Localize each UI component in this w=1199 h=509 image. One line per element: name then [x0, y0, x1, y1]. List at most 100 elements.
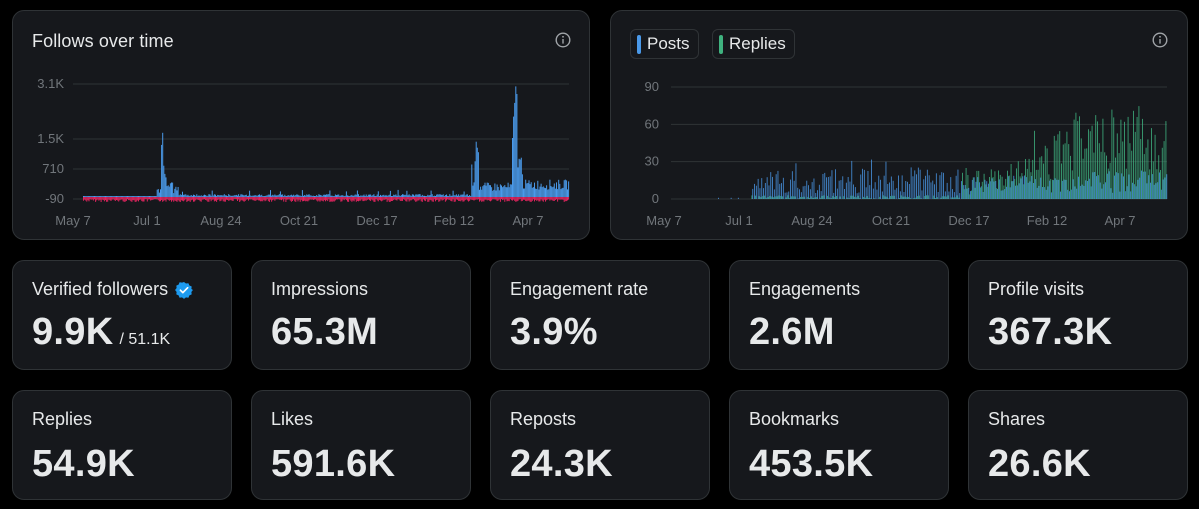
posts-bar — [961, 181, 962, 199]
replies-bar — [1034, 130, 1035, 199]
replies-bar — [996, 188, 998, 199]
follows-bar — [185, 194, 187, 197]
stat-card-likes[interactable]: Likes 591.6K — [251, 390, 471, 500]
unfollows-bar — [139, 197, 141, 200]
legend-replies[interactable]: Replies — [712, 29, 795, 59]
unfollows-bar — [186, 197, 188, 202]
unfollows-bar — [307, 197, 309, 202]
follows-bar — [124, 196, 126, 197]
follows-bar — [107, 196, 109, 197]
unfollows-bar — [503, 197, 505, 200]
follows-bar — [147, 196, 149, 197]
replies-bar — [1118, 153, 1120, 199]
unfollows-bar — [473, 197, 475, 201]
follows-bar — [404, 194, 406, 197]
unfollows-bar — [559, 197, 561, 200]
replies-bar — [1014, 178, 1016, 199]
unfollows-bar — [429, 197, 431, 200]
follows-bar — [120, 196, 122, 197]
follows-bar — [488, 185, 490, 197]
follows-bar — [275, 195, 277, 197]
follows-bars — [83, 86, 570, 202]
replies-bar — [918, 195, 920, 199]
posts-bar — [896, 188, 898, 199]
posts-bar — [779, 183, 781, 199]
stat-card-profile-visits[interactable]: Profile visits 367.3K — [968, 260, 1188, 370]
stat-card-reposts[interactable]: Reposts 24.3K — [490, 390, 710, 500]
legend-posts[interactable]: Posts — [630, 29, 699, 59]
posts-bar — [880, 179, 881, 199]
replies-bar — [803, 196, 805, 199]
posts-bar — [820, 191, 822, 199]
follows-bar — [341, 195, 343, 197]
follows-bar — [365, 194, 367, 197]
follows-bar — [458, 194, 460, 197]
unfollows-bar — [94, 197, 95, 200]
replies-bar — [1084, 148, 1086, 199]
posts-bar — [1074, 186, 1076, 199]
follows-bar — [252, 195, 254, 197]
replies-bar — [985, 184, 987, 199]
unfollows-bar — [194, 197, 196, 202]
posts-bar — [887, 184, 889, 199]
stat-card-engagements[interactable]: Engagements 2.6M — [729, 260, 949, 370]
unfollows-bar — [551, 197, 553, 201]
unfollows-bar — [212, 197, 214, 200]
stat-card-engagement-rate[interactable]: Engagement rate 3.9% — [490, 260, 710, 370]
follows-bar — [238, 194, 240, 197]
stat-card-bookmarks[interactable]: Bookmarks 453.5K — [729, 390, 949, 500]
unfollows-bar — [162, 197, 164, 202]
unfollows-bar — [315, 197, 317, 200]
info-icon[interactable] — [1152, 32, 1168, 48]
follows-bar — [358, 194, 359, 197]
follows-bar — [486, 182, 488, 197]
unfollows-bar — [436, 197, 438, 201]
posts-bar — [1117, 173, 1119, 199]
posts-bar — [1099, 182, 1101, 199]
posts-bar — [898, 175, 899, 199]
unfollows-bar — [336, 197, 337, 200]
unfollows-bar — [519, 197, 521, 199]
follows-bar — [345, 191, 347, 197]
stat-card-impressions[interactable]: Impressions 65.3M — [251, 260, 471, 370]
replies-bar — [1149, 169, 1151, 199]
follows-bar — [546, 185, 548, 197]
posts-bar — [1115, 172, 1117, 199]
follows-bar — [382, 195, 384, 197]
follows-bar — [518, 158, 520, 197]
replies-bar — [1125, 168, 1127, 199]
unfollows-bar — [207, 197, 209, 202]
unfollows-bar — [534, 197, 535, 202]
posts-bar — [1108, 171, 1110, 199]
posts-bar — [1015, 185, 1016, 199]
unfollows-bar — [382, 197, 384, 201]
stat-label: Impressions — [271, 279, 369, 299]
stat-card-verified-followers[interactable]: Verified followers 9.9K / 51.1K — [12, 260, 232, 370]
unfollows-bar — [496, 197, 498, 201]
posts-bar — [1162, 179, 1164, 199]
unfollows-bar — [430, 197, 432, 201]
replies-bar — [769, 195, 771, 199]
follows-bar — [442, 194, 444, 197]
x-tick-label: Apr 7 — [1104, 213, 1135, 228]
unfollows-bar — [158, 197, 160, 202]
follows-bar — [510, 184, 512, 197]
follows-bar — [232, 195, 234, 197]
unfollows-bar — [395, 197, 397, 201]
replies-bar — [1048, 174, 1050, 199]
posts-replies-chart[interactable]: 90 60 30 0 May 7 Jul 1 Aug 24 Oct 21 Dec 17 Feb 1… — [611, 11, 1189, 241]
stat-card-replies[interactable]: Replies 54.9K — [12, 390, 232, 500]
posts-bar — [1130, 191, 1132, 199]
follows-chart[interactable]: 3.1K 1.5K 710 -90 May 7 Jul 1 Aug 24 Oct 21 Dec … — [13, 11, 591, 241]
unfollows-bar — [238, 197, 240, 200]
stat-card-shares[interactable]: Shares 26.6K — [968, 390, 1188, 500]
replies-bar — [758, 196, 760, 199]
unfollows-bar — [383, 197, 385, 200]
unfollows-bar — [413, 197, 414, 200]
unfollows-bar — [517, 197, 519, 201]
follows-bar — [231, 195, 233, 197]
unfollows-bar — [463, 197, 465, 202]
follows-bar — [347, 195, 348, 197]
info-icon[interactable] — [555, 32, 571, 48]
unfollows-bar — [171, 197, 172, 202]
